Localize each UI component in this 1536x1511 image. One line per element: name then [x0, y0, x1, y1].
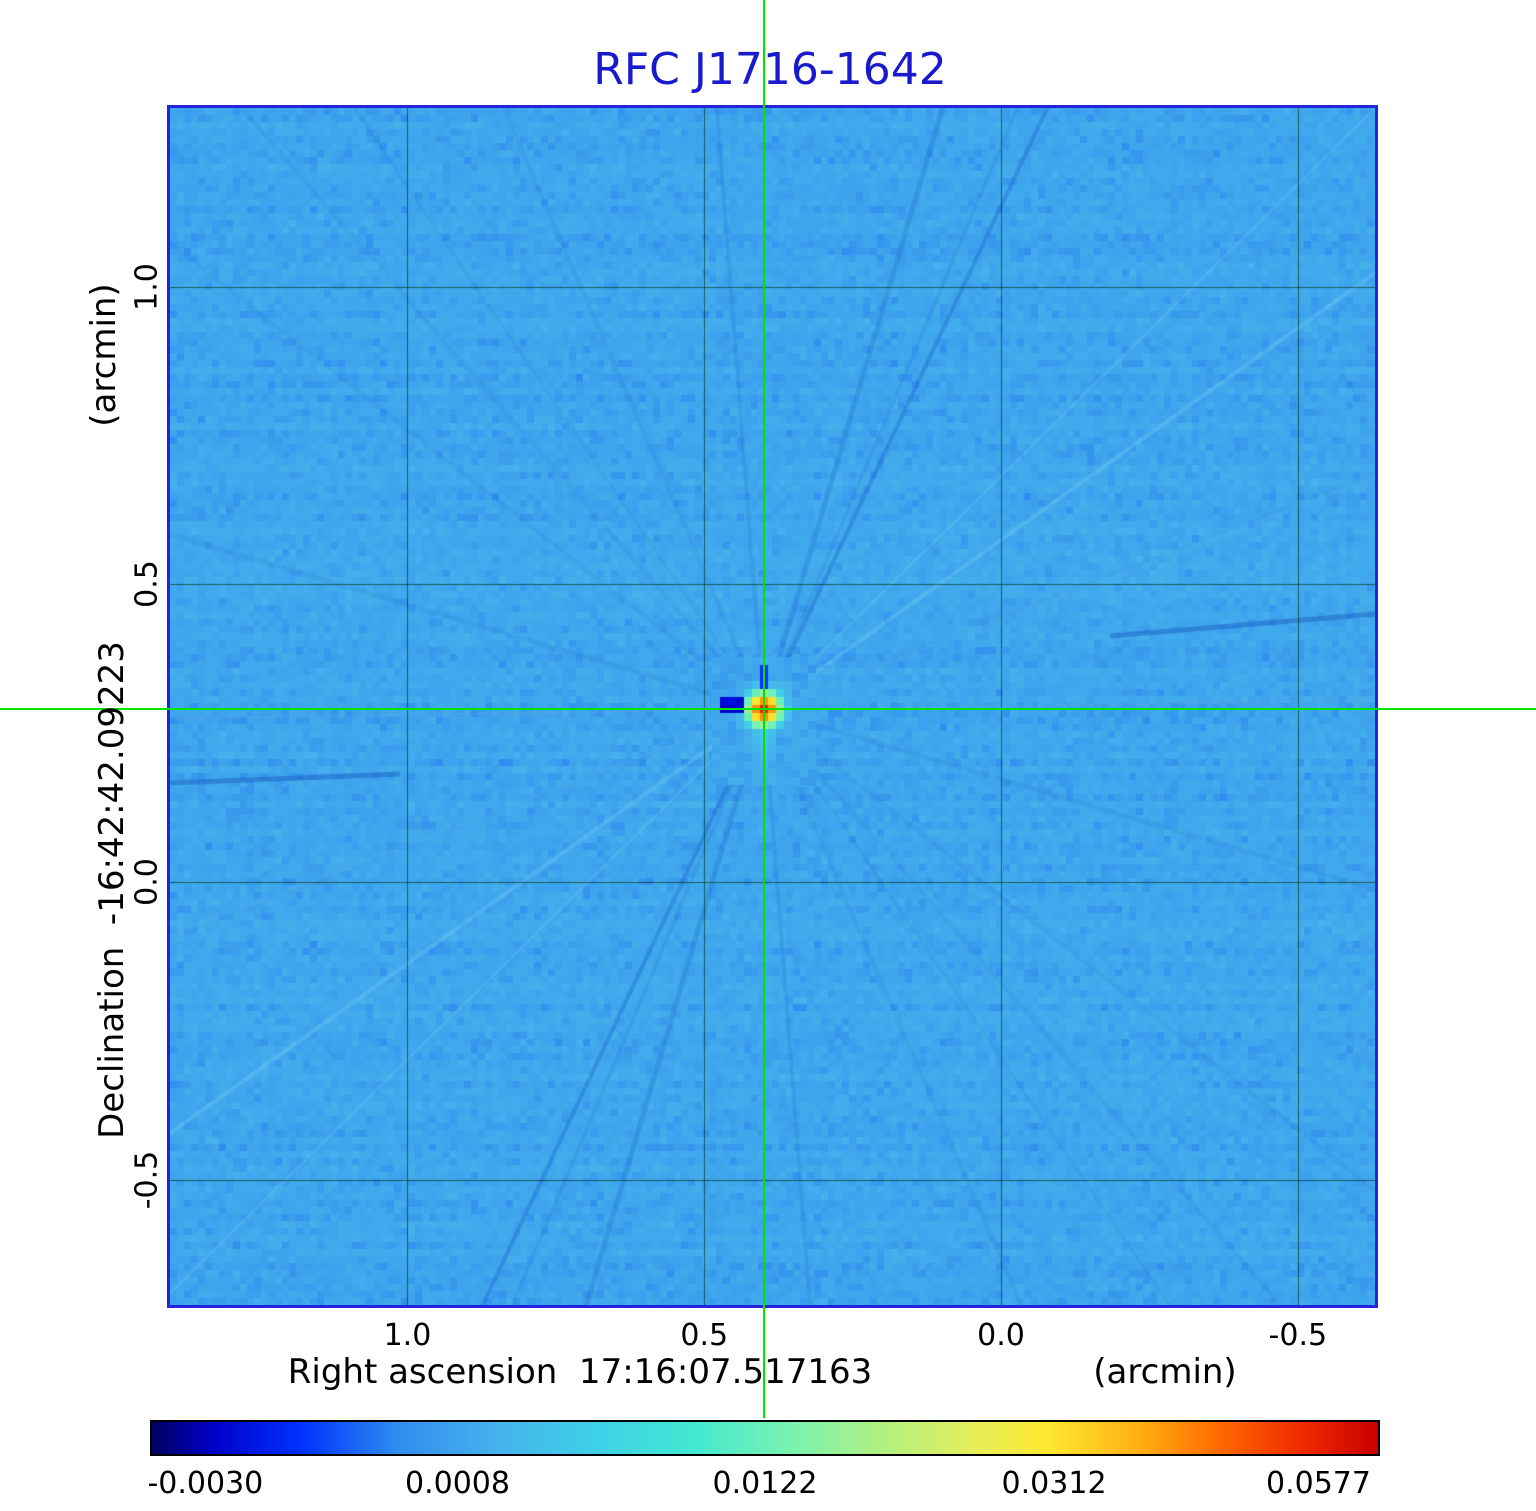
y-tick-label: 0.5 [129, 560, 165, 609]
colorbar [150, 1420, 1380, 1456]
x-tick-label: 0.5 [680, 1318, 729, 1353]
x-axis-unit-label: (arcmin) [1093, 1352, 1237, 1392]
y-axis-unit-label: (arcmin) [84, 283, 124, 427]
colorbar-tick-label: 0.0122 [712, 1466, 818, 1501]
colorbar-tick-label: 0.0577 [1266, 1466, 1371, 1501]
crosshair-horizontal-line [0, 708, 1536, 711]
colorbar-tick-label: -0.0030 [147, 1466, 264, 1501]
x-tick-label: 0.0 [977, 1318, 1025, 1353]
x-axis-label: Right ascension 17:16:07.517163 [287, 1352, 873, 1392]
figure-title: RFC J1716-1642 [593, 44, 947, 95]
y-axis-label: Declination -16:42:42.09223 [92, 641, 132, 1139]
colorbar-tick-label: 0.0008 [405, 1466, 510, 1501]
sky-image-canvas [170, 108, 1375, 1305]
y-tick-label: 1.0 [129, 262, 165, 311]
x-tick-label: -0.5 [1268, 1318, 1328, 1353]
y-tick-label: 0.0 [129, 858, 165, 907]
colorbar-tick-label: 0.0312 [1001, 1466, 1107, 1501]
plot-area [167, 105, 1378, 1308]
x-tick-label: 1.0 [383, 1318, 432, 1353]
y-tick-label: -0.5 [129, 1150, 165, 1210]
